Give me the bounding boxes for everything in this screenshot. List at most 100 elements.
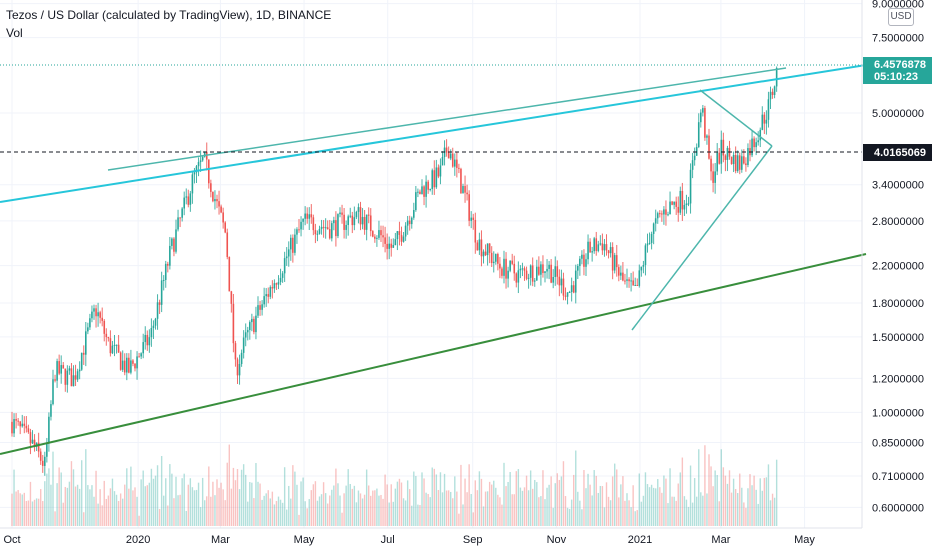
volume-bar	[15, 491, 17, 526]
countdown-value: 05:10:23	[874, 71, 918, 83]
candle-body	[273, 283, 276, 289]
volume-bar	[663, 475, 665, 526]
candle-body	[689, 169, 692, 204]
y-tick-label: 0.8500000	[872, 438, 924, 450]
volume-bar	[441, 492, 444, 526]
candle-body	[488, 243, 491, 253]
candle-body	[400, 234, 403, 242]
volume-bar	[445, 490, 448, 526]
candle-body	[326, 227, 329, 230]
candle-body	[626, 279, 628, 281]
volume-bar	[54, 511, 56, 526]
candle-body	[611, 247, 614, 271]
volume-bar	[714, 470, 716, 526]
candle-body	[89, 318, 91, 328]
candle-body	[724, 155, 727, 160]
candle-body	[283, 258, 286, 274]
candle-body	[249, 322, 251, 331]
volume-bar	[622, 476, 624, 526]
candle-body	[419, 191, 421, 195]
candle-body	[472, 217, 475, 220]
volume-bar	[536, 482, 538, 526]
volume-bar	[761, 490, 763, 526]
volume-bar	[191, 487, 194, 526]
volume-bar	[568, 508, 571, 526]
volume-bar	[614, 463, 616, 526]
candle-body	[622, 272, 624, 281]
candle-body	[376, 237, 378, 239]
candle-body	[460, 168, 462, 194]
volume-bar	[597, 492, 599, 526]
volume-bar	[380, 494, 382, 526]
volume-bar	[560, 476, 563, 526]
candle-body	[357, 207, 360, 212]
volume-bar	[671, 496, 673, 526]
volume-indicator-label[interactable]: Vol	[6, 26, 23, 40]
volume-bar	[409, 489, 411, 526]
candle-body	[85, 331, 87, 355]
candle-body	[638, 270, 641, 286]
candle-body	[107, 337, 110, 339]
price-axis: 9.0000000 7.5000000 5.0000000 3.4000000 2.80…	[872, 0, 924, 514]
candle-body	[314, 230, 317, 235]
x-tick-label: May	[794, 534, 815, 546]
candle-body	[697, 122, 700, 148]
last-price-badge	[863, 57, 932, 84]
candle-body	[337, 214, 339, 237]
x-tick-label: May	[294, 534, 315, 546]
volume-bar	[259, 483, 261, 526]
volume-bar	[544, 499, 546, 526]
candle-body	[509, 260, 511, 271]
candle-body	[574, 270, 577, 293]
candle-body	[597, 244, 600, 251]
volume-bar	[288, 485, 290, 526]
candle-body	[263, 296, 265, 305]
volume-bar	[296, 484, 298, 526]
volume-bar	[523, 487, 526, 526]
candle-body	[80, 352, 83, 370]
volume-bar	[728, 470, 731, 526]
candle-body	[39, 451, 42, 461]
volume-bar	[197, 482, 200, 526]
volume-bar	[130, 466, 132, 526]
candle-body	[507, 270, 509, 279]
volume-bar	[532, 488, 534, 526]
volume-bar	[29, 481, 32, 526]
volume-bar	[349, 483, 351, 526]
volume-bar	[37, 498, 40, 526]
volume-bar	[304, 501, 306, 526]
volume-bar	[156, 465, 159, 526]
candle-body	[404, 225, 407, 237]
candle-body	[52, 379, 54, 405]
candle-body	[146, 334, 149, 346]
candle-body	[193, 172, 196, 175]
volume-bar	[341, 512, 343, 526]
candle-body	[454, 159, 456, 167]
volume-bar	[499, 497, 501, 526]
candle-body	[60, 365, 62, 374]
candle-body	[210, 183, 212, 192]
candle-body	[572, 285, 575, 293]
volume-bar	[101, 505, 103, 526]
volume-bar	[650, 484, 653, 526]
candle-body	[519, 268, 522, 271]
candle-body	[753, 138, 755, 148]
candle-body	[451, 153, 454, 167]
volume-bar	[171, 473, 173, 526]
candle-body	[48, 416, 50, 444]
currency-button[interactable]: USD	[888, 8, 914, 26]
volume-bar	[279, 499, 282, 526]
candle-body	[593, 238, 595, 252]
candle-body	[386, 243, 388, 249]
volume-bar	[236, 469, 239, 526]
candle-body	[607, 250, 610, 254]
candle-body	[513, 263, 516, 274]
volume-bar	[745, 507, 747, 526]
volume-bar	[337, 483, 339, 526]
candle-body	[167, 263, 169, 266]
volume-bar	[173, 498, 175, 526]
volume-bar	[132, 490, 134, 526]
candle-body	[136, 356, 138, 369]
volume-bar	[376, 488, 378, 526]
